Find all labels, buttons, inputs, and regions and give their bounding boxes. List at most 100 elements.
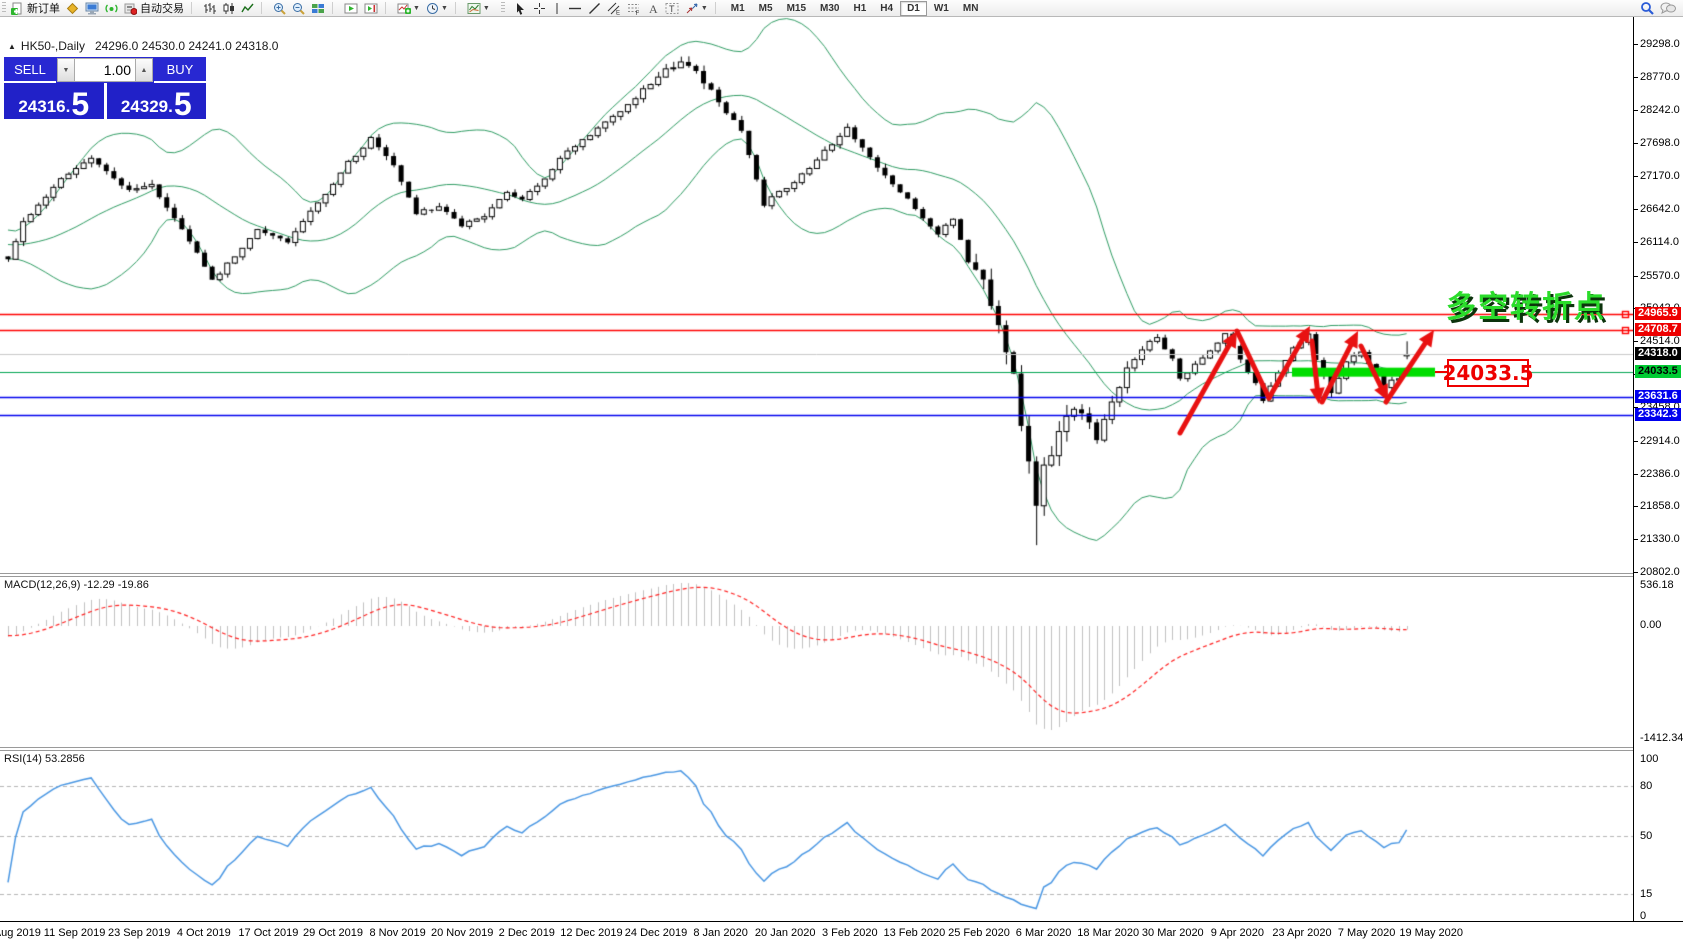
tile-windows-button[interactable] — [308, 1, 328, 16]
price-level-badge: 23342.3 — [1635, 408, 1681, 422]
timeframe-button-m1[interactable]: M1 — [730, 2, 745, 14]
candle-chart-icon — [223, 2, 234, 14]
bar-chart-button[interactable] — [200, 1, 219, 16]
periods-button[interactable]: ▼ — [423, 1, 451, 16]
new-order-button[interactable]: 新订单 — [8, 1, 63, 16]
timeframe-button-h1[interactable]: H1 — [853, 2, 867, 14]
timeframe-bar: M1 M5 M15 M30 H1 H4 D1 W1 MN — [724, 0, 986, 16]
volume-decrease-button[interactable]: ▼ — [57, 58, 75, 82]
vertical-line-tool-button[interactable] — [549, 1, 565, 16]
rsi-axis-label: 80 — [1640, 780, 1653, 792]
text-tool-button[interactable]: A — [644, 1, 662, 16]
bull-bear-turning-point-label[interactable]: 多空转折点 — [1446, 290, 1606, 325]
toolbar-separator — [385, 2, 392, 14]
macd-label: MACD(12,26,9) -12.29 -19.86 — [4, 579, 149, 591]
indicators-button[interactable]: ▼ — [394, 1, 423, 16]
rsi-axis-label: 100 — [1640, 753, 1659, 765]
price-level-badge: 23631.6 — [1635, 390, 1681, 404]
autotrading-button[interactable]: 自动交易 — [121, 1, 187, 16]
candle-chart-button[interactable] — [219, 1, 238, 16]
equidistant-channel-icon: E — [607, 2, 620, 15]
zoom-out-button[interactable] — [289, 1, 308, 16]
toolbar-separator — [261, 2, 268, 14]
level-connector-line — [1435, 371, 1447, 374]
clock-icon — [426, 2, 438, 14]
tile-windows-icon — [312, 3, 324, 13]
indicators-add-icon — [397, 3, 411, 14]
sell-button[interactable]: SELL — [4, 57, 56, 83]
toolbar-drag-handle[interactable] — [2, 2, 6, 14]
search-button[interactable] — [1637, 1, 1657, 16]
text-icon: A — [649, 2, 658, 15]
tick-mark — [1634, 440, 1638, 442]
date-label: 3 Feb 2020 — [821, 927, 878, 939]
tick-mark — [1634, 275, 1638, 277]
price-chart-canvas[interactable] — [0, 17, 1633, 573]
sell-price[interactable]: 24316. 5 — [4, 83, 104, 120]
macd-canvas[interactable] — [0, 577, 1633, 747]
new-order-icon — [11, 2, 22, 15]
tick-mark — [1634, 241, 1638, 243]
chart-shift-button[interactable] — [361, 1, 381, 16]
collapse-panel-icon[interactable]: ▲ — [8, 41, 16, 51]
price-axis[interactable]: 29298.0 28770.0 28242.0 27698.0 27170.0 26642… — [1633, 17, 1683, 922]
chat-button[interactable] — [1657, 1, 1679, 16]
date-label: 18 Mar 2020 — [1077, 927, 1140, 939]
buy-price-main: 24329. — [120, 97, 173, 116]
vertical-line-icon — [556, 2, 558, 14]
date-label: 19 May 2020 — [1399, 927, 1463, 939]
timeframe-button-m5[interactable]: M5 — [758, 2, 773, 14]
tick-mark — [1634, 572, 1638, 573]
date-label: 23 Apr 2020 — [1272, 927, 1332, 939]
panel-separator[interactable] — [0, 573, 1683, 577]
volume-increase-button[interactable]: ▲ — [135, 58, 153, 82]
date-label: 4 Oct 2019 — [176, 927, 231, 939]
buy-price-big: 5 — [173, 86, 192, 122]
text-label-tool-button[interactable]: T — [662, 1, 682, 16]
signals-button[interactable] — [102, 1, 121, 16]
cursor-tool-button[interactable] — [511, 1, 530, 16]
timeframe-button-mn[interactable]: MN — [962, 2, 979, 14]
zoom-in-icon — [274, 2, 286, 15]
zoom-in-button[interactable] — [270, 1, 289, 16]
timeframe-button-m30[interactable]: M30 — [820, 2, 840, 14]
timeframe-button-d1[interactable]: D1 — [900, 0, 927, 16]
level-price-callout[interactable]: 24033.5 — [1442, 359, 1534, 387]
templates-button[interactable]: ▼ — [464, 1, 493, 16]
horizontal-line-tool-button[interactable] — [565, 1, 585, 16]
toolbar-drag-handle[interactable] — [500, 2, 505, 14]
timeframe-button-m15[interactable]: M15 — [786, 2, 807, 14]
rsi-axis-label: 15 — [1640, 888, 1653, 900]
macd-axis-max: 536.18 — [1640, 579, 1674, 591]
buy-price[interactable]: 24329. 5 — [106, 83, 206, 122]
one-click-trade-panel: SELL ▼ ▲ BUY 24316. 5 24329. 5 — [4, 57, 206, 122]
date-label: 20 Jan 2020 — [754, 927, 816, 939]
date-label: 20 Nov 2019 — [430, 927, 494, 939]
svg-text:A: A — [649, 2, 658, 15]
arrows-tool-button[interactable]: ▼ — [682, 1, 711, 16]
timeframe-button-w1[interactable]: W1 — [933, 2, 949, 14]
trendline-tool-button[interactable] — [585, 1, 604, 16]
svg-text:T: T — [669, 4, 675, 14]
new-order-label: 新订单 — [27, 3, 60, 15]
price-level-badge: 24033.5 — [1635, 365, 1681, 379]
tick-mark — [1634, 76, 1638, 78]
line-chart-button[interactable] — [238, 1, 257, 16]
channel-tool-button[interactable]: E — [604, 1, 624, 16]
price-tick-label: 22386.0 — [1634, 468, 1680, 480]
panel-separator[interactable] — [0, 747, 1683, 751]
crosshair-tool-button[interactable] — [530, 1, 549, 16]
buy-button[interactable]: BUY — [154, 57, 206, 83]
signal-icon — [105, 4, 118, 12]
terminal-button[interactable] — [82, 1, 102, 16]
gold-diamond-button[interactable] — [63, 1, 82, 16]
auto-scroll-button[interactable] — [341, 1, 361, 16]
fibonacci-tool-button[interactable]: F — [624, 1, 644, 16]
arrows-shapes-icon — [686, 3, 698, 13]
toolbar-separator — [714, 2, 722, 14]
timeframe-button-h4[interactable]: H4 — [880, 2, 894, 14]
volume-input[interactable] — [75, 58, 135, 82]
rsi-canvas[interactable] — [0, 751, 1633, 921]
price-level-badge: 24318.0 — [1635, 347, 1681, 361]
